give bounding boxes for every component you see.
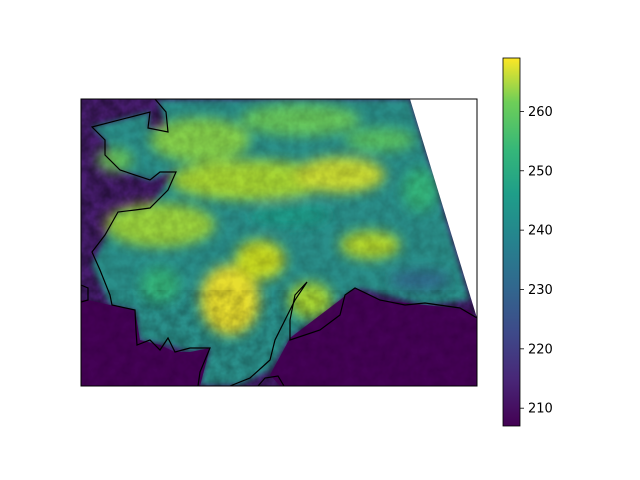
coastline-south-islet — [257, 375, 285, 386]
map-panel — [81, 99, 477, 386]
colorbar-tick-label: 230 — [528, 283, 553, 298]
coastline-peninsula — [229, 281, 477, 386]
missing-data-region — [410, 99, 477, 318]
colorbar-tick-label: 220 — [528, 342, 553, 357]
colorbar-tick-label: 210 — [528, 402, 553, 417]
coastlines — [81, 99, 477, 386]
map-frame — [80, 98, 478, 387]
colorbar: 210 220 230 240 250 260 — [502, 57, 553, 427]
coastline-left-spit — [81, 284, 89, 303]
colorbar-ticks: 210 220 230 240 250 260 — [520, 105, 553, 417]
coastline-north — [90, 99, 211, 386]
colorbar-tick-label: 260 — [528, 105, 553, 120]
colorbar-tick-label: 240 — [528, 224, 553, 239]
colorbar-gradient — [502, 57, 521, 427]
colorbar-tick-label: 250 — [528, 164, 553, 179]
